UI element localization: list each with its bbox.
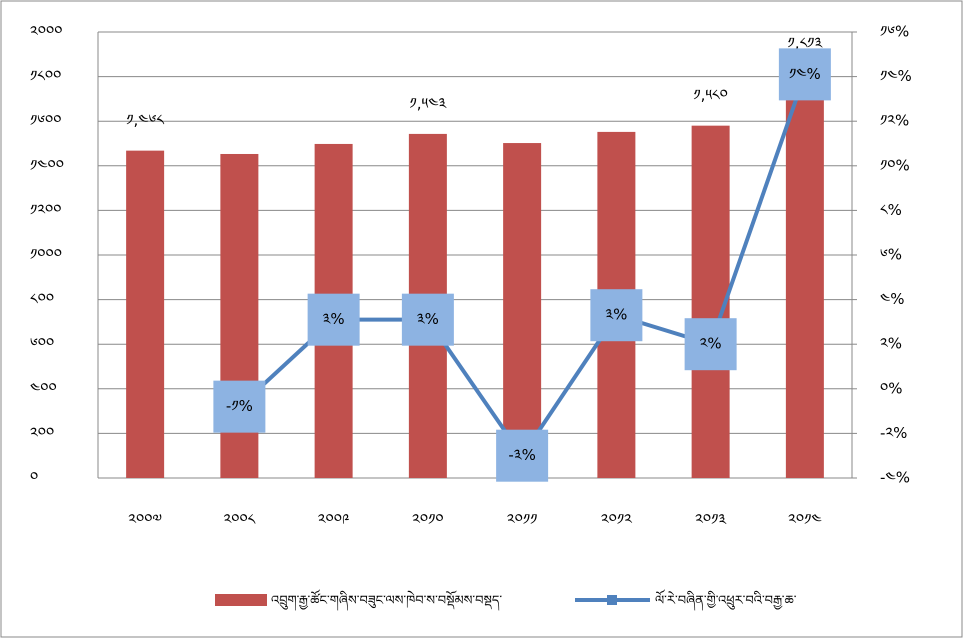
y-tick-label: ༡༦༠༠	[30, 112, 61, 130]
x-tick-label: ༢༠༠༨	[223, 511, 255, 529]
y-tick-label: ༡༢༠༠	[30, 201, 62, 219]
point-value-label: ༣%	[417, 310, 439, 328]
y-tick-label: ༦༠༠	[30, 335, 54, 353]
y2-tick-label: ༢%	[880, 335, 902, 353]
y2-tick-label: ༠%	[880, 379, 903, 397]
bar	[691, 125, 730, 478]
y-tick-label: ༨༠༠	[30, 290, 54, 308]
point-value-label: -༡%	[226, 397, 253, 415]
point-value-label: ༣%	[323, 310, 345, 328]
point-value-label: ༢%	[700, 335, 722, 353]
point-label-box	[778, 48, 831, 101]
point-label-box	[590, 289, 643, 342]
bar-value-label: ༡,༨༡༣	[788, 34, 824, 52]
y-tick-label: ༤༠༠	[30, 379, 57, 397]
bar-value-label: ༡,༥༤༣	[409, 94, 447, 112]
y-tick-label: ༡༠༠༠	[30, 246, 62, 264]
y-tick-label: ༢༠༠༠	[30, 23, 62, 41]
point-value-label: -༣%	[508, 446, 535, 464]
x-tick-label: ༢༠༠༧	[128, 511, 162, 529]
bar	[126, 150, 165, 479]
point-label-box	[307, 293, 360, 346]
x-tick-label: ༢༠༡༠	[412, 511, 444, 529]
bar-value-label: ༡,༤༦༨	[126, 111, 164, 129]
legend-marker	[607, 595, 617, 605]
bar	[785, 73, 824, 479]
point-label-box	[496, 429, 549, 482]
point-value-label: ༣%	[605, 306, 627, 324]
x-tick-label: ༢༠༡༢	[601, 511, 633, 529]
x-tick-label: ༢༠༠༩	[318, 511, 350, 529]
bar-value-label: ༡,༥༨༠	[693, 86, 728, 104]
y-tick-label: ༡༤༠༠	[30, 156, 64, 174]
y-tick-label: ༠	[30, 469, 38, 487]
point-value-label: ༡༤%	[789, 65, 821, 83]
y2-tick-label: ༡༢%	[880, 112, 909, 130]
y2-tick-label: ༤%	[880, 290, 905, 308]
x-tick-label: ༢༠༡༣	[695, 511, 727, 529]
x-tick-label: ༢༠༡༡	[507, 511, 538, 529]
point-label-box	[684, 318, 737, 371]
point-label-box	[213, 380, 266, 433]
x-tick-label: ༢༠༡༤	[788, 511, 822, 529]
y2-tick-label: ༡༦%	[880, 23, 909, 41]
y2-tick-label: ༡༠%	[880, 156, 910, 174]
legend-swatch	[215, 594, 267, 606]
y-tick-label: ༢༠༠	[30, 424, 54, 442]
y2-tick-label: ༨%	[880, 201, 902, 219]
point-label-box	[401, 293, 454, 346]
y2-tick-label: ༡༤%	[880, 67, 912, 85]
bar	[503, 143, 542, 478]
legend-label: ལོ་རེ་བཞིན་གྱི་འཕྲུར་བའི་བརྒྱ་ཆ་	[655, 589, 797, 612]
y-tick-label: ༡༨༠༠	[30, 67, 61, 85]
legend-label: འབྲུག་རྒྱ་ཚོང་གཞིས་བཟུང་ལས་ཁེབ་ས་བསྡོམས་…	[271, 589, 502, 612]
y2-tick-label: ༦%	[880, 246, 902, 264]
y2-tick-label: -༤%	[880, 469, 910, 487]
y2-tick-label: -༢%	[880, 424, 907, 442]
